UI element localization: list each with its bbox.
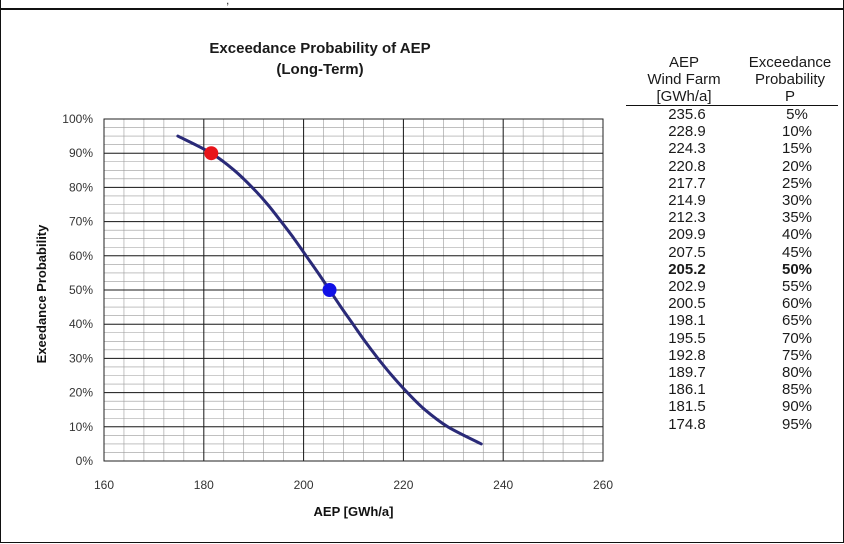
exceedance-value: 10% bbox=[781, 123, 813, 141]
table-row: 214.9 30% bbox=[626, 192, 838, 209]
y-tick-label: 50% bbox=[69, 283, 93, 297]
x-tick-label: 220 bbox=[393, 478, 413, 492]
aep-value: 205.2 bbox=[668, 260, 706, 278]
aep-table-body: 235.6 5% 228.9 10% 224.3 15% 220.8 20% 217.7 25% 2… bbox=[626, 106, 838, 433]
y-tick-label: 60% bbox=[69, 249, 93, 263]
exceedance-value: 40% bbox=[781, 226, 813, 244]
aep-value: 214.9 bbox=[668, 192, 706, 210]
aep-value: 195.5 bbox=[668, 329, 706, 347]
exceedance-value: 25% bbox=[781, 174, 813, 192]
aep-value: 192.8 bbox=[668, 346, 706, 364]
x-axis-label: AEP [GWh/a] bbox=[314, 504, 394, 519]
table-row: 209.9 40% bbox=[626, 226, 838, 243]
aep-value: 186.1 bbox=[668, 381, 706, 399]
aep-value: 200.5 bbox=[668, 295, 706, 313]
x-tick-label: 200 bbox=[294, 478, 314, 492]
table-row: 224.3 15% bbox=[626, 140, 838, 157]
table-row: 192.8 75% bbox=[626, 347, 838, 364]
aep-value: 212.3 bbox=[668, 209, 706, 227]
aep-value: 217.7 bbox=[668, 174, 706, 192]
y-tick-label: 70% bbox=[69, 215, 93, 229]
aep-table: AEP Wind Farm [GWh/a] Exceedance Probabi… bbox=[626, 54, 838, 433]
x-tick-labels: 160 180 200 220 240 260 bbox=[94, 478, 613, 492]
data-point-marker bbox=[322, 283, 337, 297]
exceedance-value: 60% bbox=[781, 295, 813, 313]
x-tick-label: 180 bbox=[194, 478, 214, 492]
exceedance-value: 85% bbox=[781, 381, 813, 399]
aep-column-header: AEP Wind Farm [GWh/a] bbox=[626, 54, 742, 106]
top-bar: , bbox=[0, 0, 844, 10]
aep-value: 207.5 bbox=[668, 243, 706, 261]
exceedance-value: 50% bbox=[781, 260, 813, 278]
aep-value: 209.9 bbox=[668, 226, 706, 244]
y-axis-label: Exeedance Probability bbox=[34, 224, 49, 363]
aep-value: 189.7 bbox=[668, 364, 706, 382]
exceedance-header-line-1: Exceedance bbox=[748, 54, 832, 71]
data-point-marker bbox=[204, 146, 219, 161]
exceedance-value: 75% bbox=[781, 346, 813, 364]
exceedance-header-line-3: P bbox=[784, 88, 795, 105]
aep-value: 202.9 bbox=[668, 278, 706, 296]
table-row: 202.9 55% bbox=[626, 278, 838, 295]
aep-value: 228.9 bbox=[668, 123, 706, 141]
exceedance-value: 45% bbox=[781, 243, 813, 261]
exceedance-value: 65% bbox=[781, 312, 813, 330]
table-row: 228.9 10% bbox=[626, 123, 838, 140]
y-tick-label: 90% bbox=[69, 146, 93, 160]
exceedance-value: 5% bbox=[786, 106, 808, 123]
table-row: 200.5 60% bbox=[626, 295, 838, 312]
table-row: 220.8 20% bbox=[626, 158, 838, 175]
exceedance-value: 90% bbox=[781, 398, 813, 416]
table-row: 181.5 90% bbox=[626, 398, 838, 415]
aep-header-line-1: AEP bbox=[668, 54, 699, 71]
exceedance-value: 95% bbox=[781, 415, 813, 433]
table-row: 174.8 95% bbox=[626, 416, 838, 433]
chart-title-block: Exceedance Probability of AEP (Long-Term… bbox=[150, 38, 490, 80]
aep-value: 220.8 bbox=[668, 157, 706, 175]
table-row: 205.2 50% bbox=[626, 261, 838, 278]
x-tick-label: 240 bbox=[493, 478, 513, 492]
table-row: 217.7 25% bbox=[626, 175, 838, 192]
y-tick-label: 40% bbox=[69, 317, 93, 331]
exceedance-value: 15% bbox=[781, 140, 813, 158]
x-tick-label: 260 bbox=[593, 478, 613, 492]
y-tick-label: 20% bbox=[69, 386, 93, 400]
table-row: 198.1 65% bbox=[626, 312, 838, 329]
aep-value: 174.8 bbox=[668, 415, 706, 433]
y-tick-labels: 0% 10% 20% 30% 40% 50% 60% 70% 80% 90% 100% bbox=[62, 112, 93, 468]
aep-table-header: AEP Wind Farm [GWh/a] Exceedance Probabi… bbox=[626, 54, 838, 106]
y-tick-label: 100% bbox=[62, 112, 93, 126]
exceedance-value: 35% bbox=[781, 209, 813, 227]
marker-layer bbox=[204, 146, 337, 297]
y-tick-label: 30% bbox=[69, 351, 93, 365]
y-tick-label: 80% bbox=[69, 180, 93, 194]
exceedance-value: 80% bbox=[781, 364, 813, 382]
table-row: 212.3 35% bbox=[626, 209, 838, 226]
table-row: 235.6 5% bbox=[626, 106, 838, 124]
header-partial-text: , bbox=[226, 0, 230, 7]
exceedance-header-line-2: Probability bbox=[754, 71, 826, 88]
y-tick-label: 10% bbox=[69, 420, 93, 434]
aep-header-line-2: Wind Farm bbox=[647, 71, 721, 88]
aep-value: 198.1 bbox=[668, 312, 706, 330]
aep-value: 235.6 bbox=[668, 106, 706, 123]
y-tick-label: 0% bbox=[76, 454, 94, 468]
table-row: 195.5 70% bbox=[626, 330, 838, 347]
aep-value: 224.3 bbox=[668, 140, 706, 158]
chart-title: Exceedance Probability of AEP bbox=[209, 40, 431, 57]
table-row: 207.5 45% bbox=[626, 244, 838, 261]
x-tick-label: 160 bbox=[94, 478, 114, 492]
chart-subtitle: (Long-Term) bbox=[276, 61, 364, 78]
exceedance-value: 20% bbox=[781, 157, 813, 175]
aep-header-line-3: [GWh/a] bbox=[656, 88, 712, 105]
aep-value: 181.5 bbox=[668, 398, 706, 416]
table-row: 186.1 85% bbox=[626, 381, 838, 398]
exceedance-value: 70% bbox=[781, 329, 813, 347]
table-row: 189.7 80% bbox=[626, 364, 838, 381]
exceedance-value: 55% bbox=[781, 278, 813, 296]
exceedance-chart: 0% 10% 20% 30% 40% 50% 60% 70% 80% 90% 100% 160 180… bbox=[34, 112, 613, 519]
exceedance-column-header: Exceedance Probability P bbox=[742, 54, 838, 106]
plot-frame bbox=[103, 118, 604, 462]
exceedance-value: 30% bbox=[781, 192, 813, 210]
